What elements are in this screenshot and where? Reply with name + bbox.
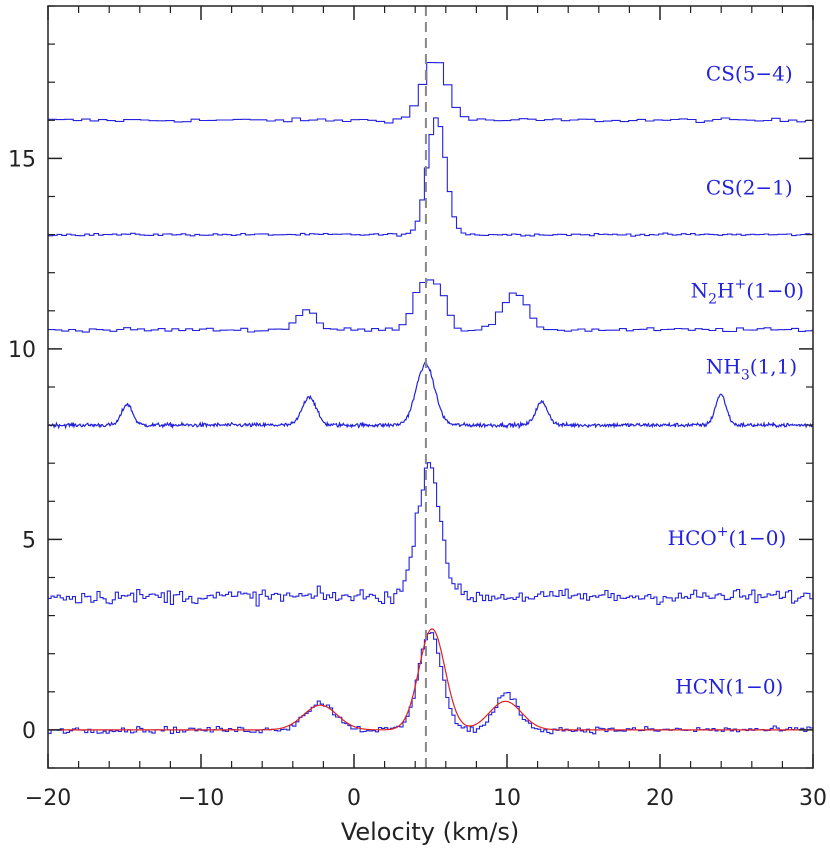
x-tick-label: 10 bbox=[493, 786, 521, 811]
x-tick-label: −10 bbox=[178, 786, 224, 811]
x-tick-label: 0 bbox=[347, 786, 361, 811]
series-label-5: HCN(1−0) bbox=[675, 675, 783, 699]
y-tick-label: 5 bbox=[22, 528, 36, 553]
ticks-layer: −20 −10 0 10 20 30 0 5 10 15 bbox=[8, 5, 827, 811]
x-tick-label: 20 bbox=[646, 786, 674, 811]
fit-line bbox=[48, 628, 813, 731]
series-label-0: CS(5−4) bbox=[706, 61, 793, 85]
y-tick-label: 15 bbox=[8, 147, 36, 172]
series-layer bbox=[47, 62, 814, 735]
series-label-3: NH3(1,1) bbox=[706, 355, 797, 384]
series-label-1: CS(2−1) bbox=[706, 176, 793, 200]
x-tick-label: 30 bbox=[799, 786, 827, 811]
series-line-0 bbox=[48, 62, 813, 124]
series-line-4 bbox=[48, 462, 814, 607]
series-line-2 bbox=[48, 279, 813, 333]
x-axis-title: Velocity (km/s) bbox=[341, 818, 519, 846]
y-tick-label: 0 bbox=[22, 719, 36, 744]
series-labels-layer: CS(5−4) CS(2−1) N2H+(1−0) NH3(1,1) HCO+(1−0)… bbox=[668, 61, 804, 698]
series-label-2: N2H+(1−0) bbox=[691, 276, 804, 307]
series-label-4: HCO+(1−0) bbox=[668, 524, 787, 550]
fit-layer bbox=[48, 628, 813, 731]
y-tick-label: 10 bbox=[8, 338, 36, 363]
x-tick-label: −20 bbox=[25, 786, 71, 811]
series-line-3 bbox=[47, 361, 814, 430]
series-line-1 bbox=[48, 117, 813, 237]
